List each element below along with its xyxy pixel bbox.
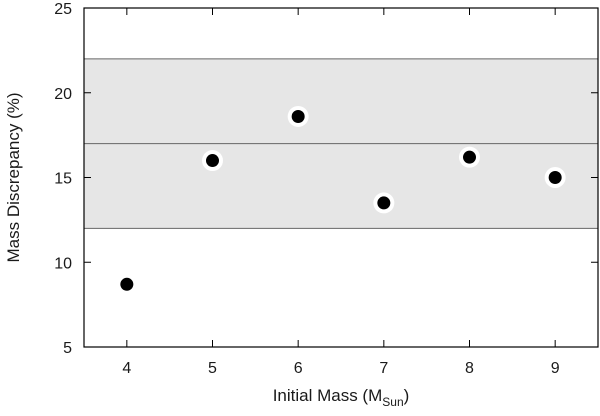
- x-tick-label: 7: [379, 360, 388, 377]
- data-point: [291, 109, 305, 123]
- y-tick-label: 10: [54, 255, 72, 272]
- x-tick-label: 9: [551, 360, 560, 377]
- y-axis-label: Mass Discrepancy (%): [4, 92, 23, 262]
- x-axis-label: Initial Mass (MSun): [273, 386, 410, 409]
- x-tick-label: 5: [208, 360, 217, 377]
- x-axis-label-suffix: ): [404, 386, 410, 405]
- y-tick-label: 15: [54, 171, 72, 188]
- x-axis-label-subscript: Sun: [382, 395, 403, 409]
- tick-layer: 4 5 6 7 8 9 5 10 15 20 25: [54, 1, 598, 377]
- shaded-band-layer: [84, 58, 598, 229]
- x-tick-label: 8: [465, 360, 474, 377]
- data-point: [548, 171, 562, 184]
- y-tick-label: 20: [54, 86, 72, 103]
- data-point-layer: [120, 105, 566, 291]
- data-point: [120, 277, 134, 291]
- y-tick-label: 5: [63, 340, 72, 357]
- data-point: [463, 150, 476, 164]
- x-axis-label-main: Initial Mass (M: [273, 386, 383, 405]
- data-point: [206, 154, 219, 168]
- x-tick-label: 6: [294, 360, 303, 377]
- y-tick-label: 25: [54, 1, 72, 18]
- x-tick-label: 4: [122, 360, 131, 377]
- data-point: [377, 196, 391, 210]
